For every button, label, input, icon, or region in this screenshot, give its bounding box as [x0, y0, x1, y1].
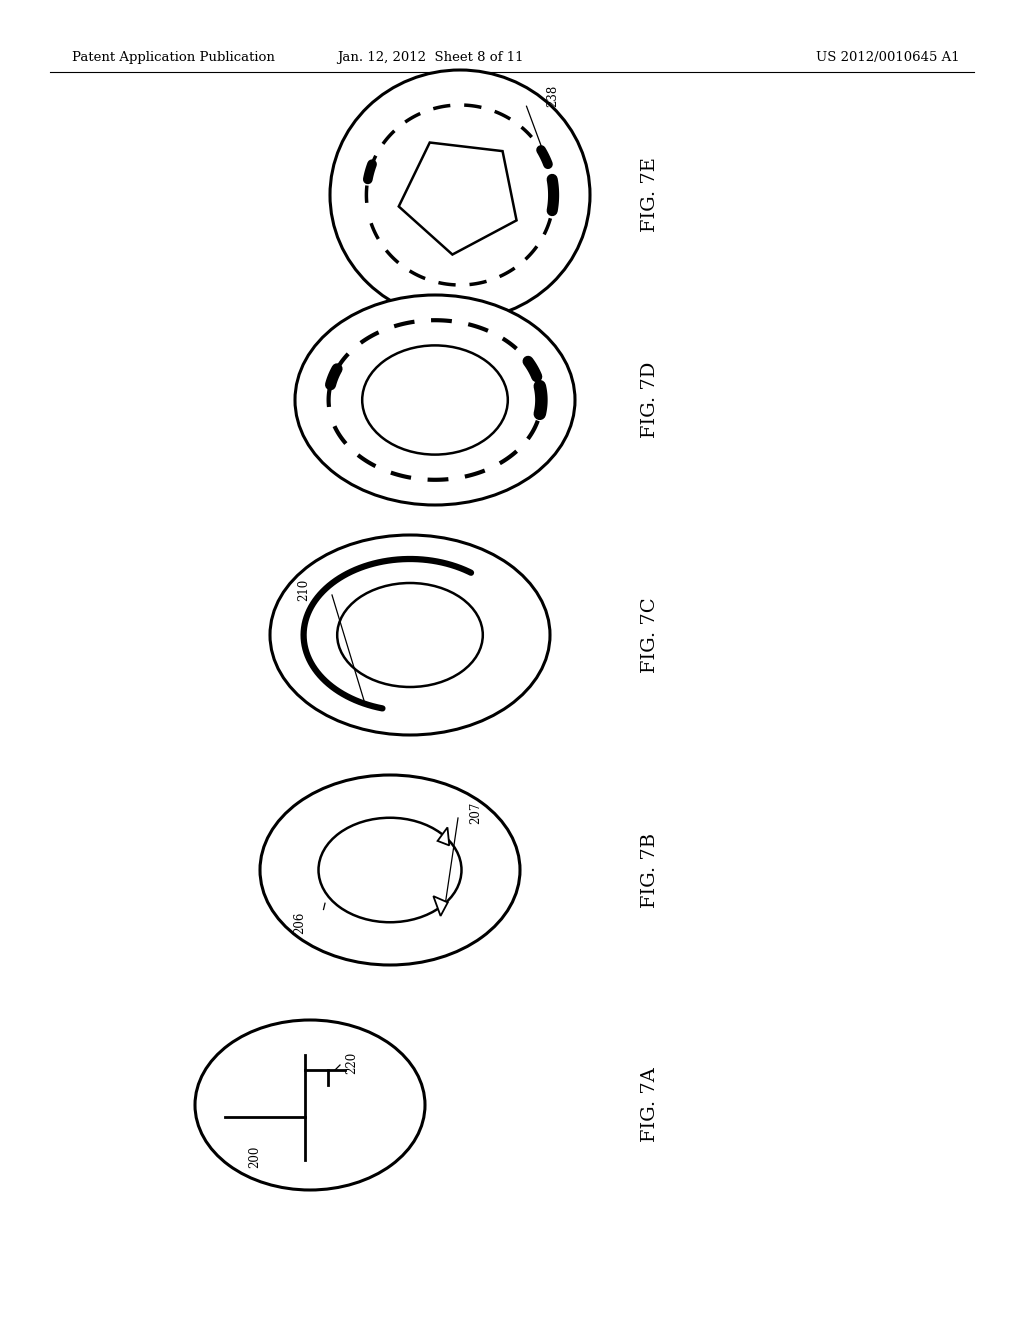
Polygon shape: [433, 896, 447, 916]
Ellipse shape: [337, 583, 482, 686]
Text: US 2012/0010645 A1: US 2012/0010645 A1: [816, 51, 961, 65]
Text: FIG. 7D: FIG. 7D: [641, 362, 659, 438]
Text: Jan. 12, 2012  Sheet 8 of 11: Jan. 12, 2012 Sheet 8 of 11: [337, 51, 523, 65]
Ellipse shape: [330, 70, 590, 319]
Text: 238: 238: [546, 84, 559, 107]
Text: 210: 210: [298, 579, 310, 601]
Text: 207: 207: [469, 801, 482, 824]
Ellipse shape: [195, 1020, 425, 1191]
Text: 200: 200: [249, 1146, 261, 1168]
Polygon shape: [437, 828, 450, 845]
Ellipse shape: [295, 294, 575, 506]
Text: 220: 220: [345, 1052, 358, 1074]
Text: Patent Application Publication: Patent Application Publication: [72, 51, 274, 65]
Text: FIG. 7A: FIG. 7A: [641, 1068, 659, 1142]
Text: FIG. 7E: FIG. 7E: [641, 157, 659, 232]
Ellipse shape: [270, 535, 550, 735]
Ellipse shape: [318, 818, 462, 923]
Text: 206: 206: [293, 911, 306, 933]
Ellipse shape: [362, 346, 508, 454]
Polygon shape: [398, 143, 516, 255]
Ellipse shape: [260, 775, 520, 965]
Text: FIG. 7B: FIG. 7B: [641, 833, 659, 908]
Text: FIG. 7C: FIG. 7C: [641, 597, 659, 673]
